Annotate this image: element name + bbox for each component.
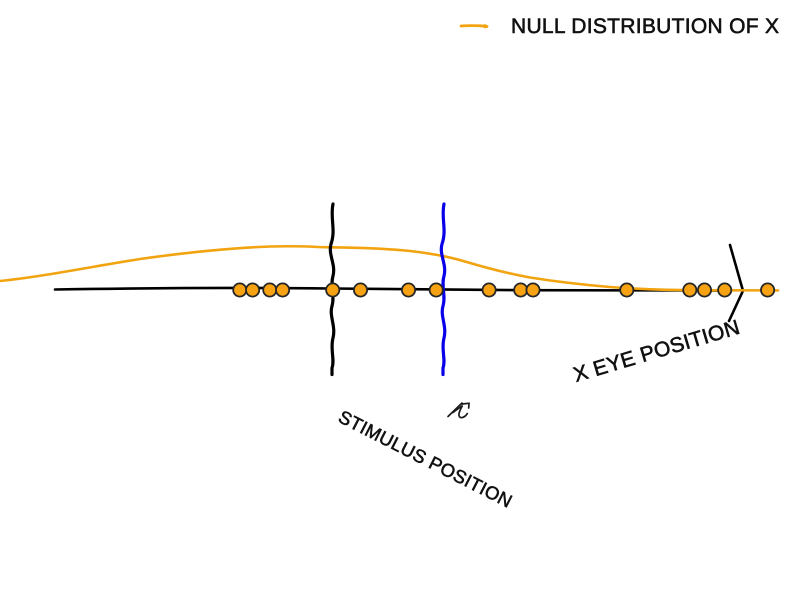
svg-text:X EYE POSITION: X EYE POSITION [571, 316, 743, 387]
svg-text:STIMULUS POSITION: STIMULUS POSITION [335, 406, 516, 512]
svg-text:NULL DISTRIBUTION OF X: NULL DISTRIBUTION OF X [511, 15, 779, 38]
